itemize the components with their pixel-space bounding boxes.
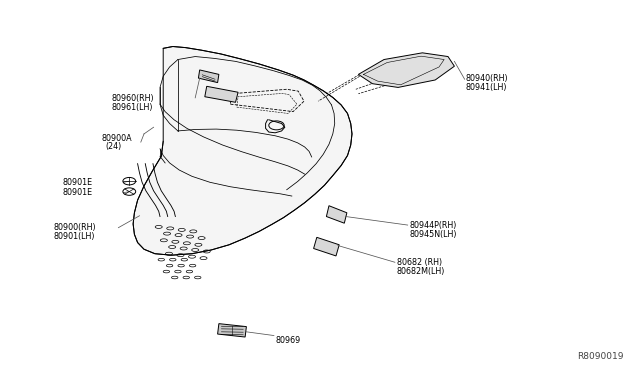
Text: 80900A: 80900A	[101, 134, 132, 143]
Text: 80940(RH): 80940(RH)	[466, 74, 509, 83]
Polygon shape	[198, 70, 219, 83]
Text: 80901E: 80901E	[63, 188, 93, 197]
Text: (24): (24)	[106, 142, 122, 151]
Text: 80900(RH): 80900(RH)	[53, 223, 96, 232]
Text: 80941(LH): 80941(LH)	[466, 83, 508, 92]
Polygon shape	[133, 46, 352, 255]
Polygon shape	[314, 237, 339, 256]
Text: 80945N(LH): 80945N(LH)	[410, 230, 457, 239]
Text: 80944P(RH): 80944P(RH)	[410, 221, 457, 230]
Text: 80961(LH): 80961(LH)	[112, 103, 154, 112]
Polygon shape	[358, 53, 454, 87]
Text: 80682 (RH): 80682 (RH)	[397, 258, 442, 267]
Text: 80901(LH): 80901(LH)	[53, 232, 95, 241]
Polygon shape	[326, 206, 347, 223]
Text: 80682M(LH): 80682M(LH)	[397, 267, 445, 276]
Text: R8090019: R8090019	[577, 352, 624, 361]
Text: 80969: 80969	[275, 336, 300, 345]
Text: 80901E: 80901E	[63, 178, 93, 187]
Polygon shape	[218, 324, 246, 337]
Polygon shape	[205, 86, 238, 102]
Text: 80960(RH): 80960(RH)	[112, 94, 155, 103]
